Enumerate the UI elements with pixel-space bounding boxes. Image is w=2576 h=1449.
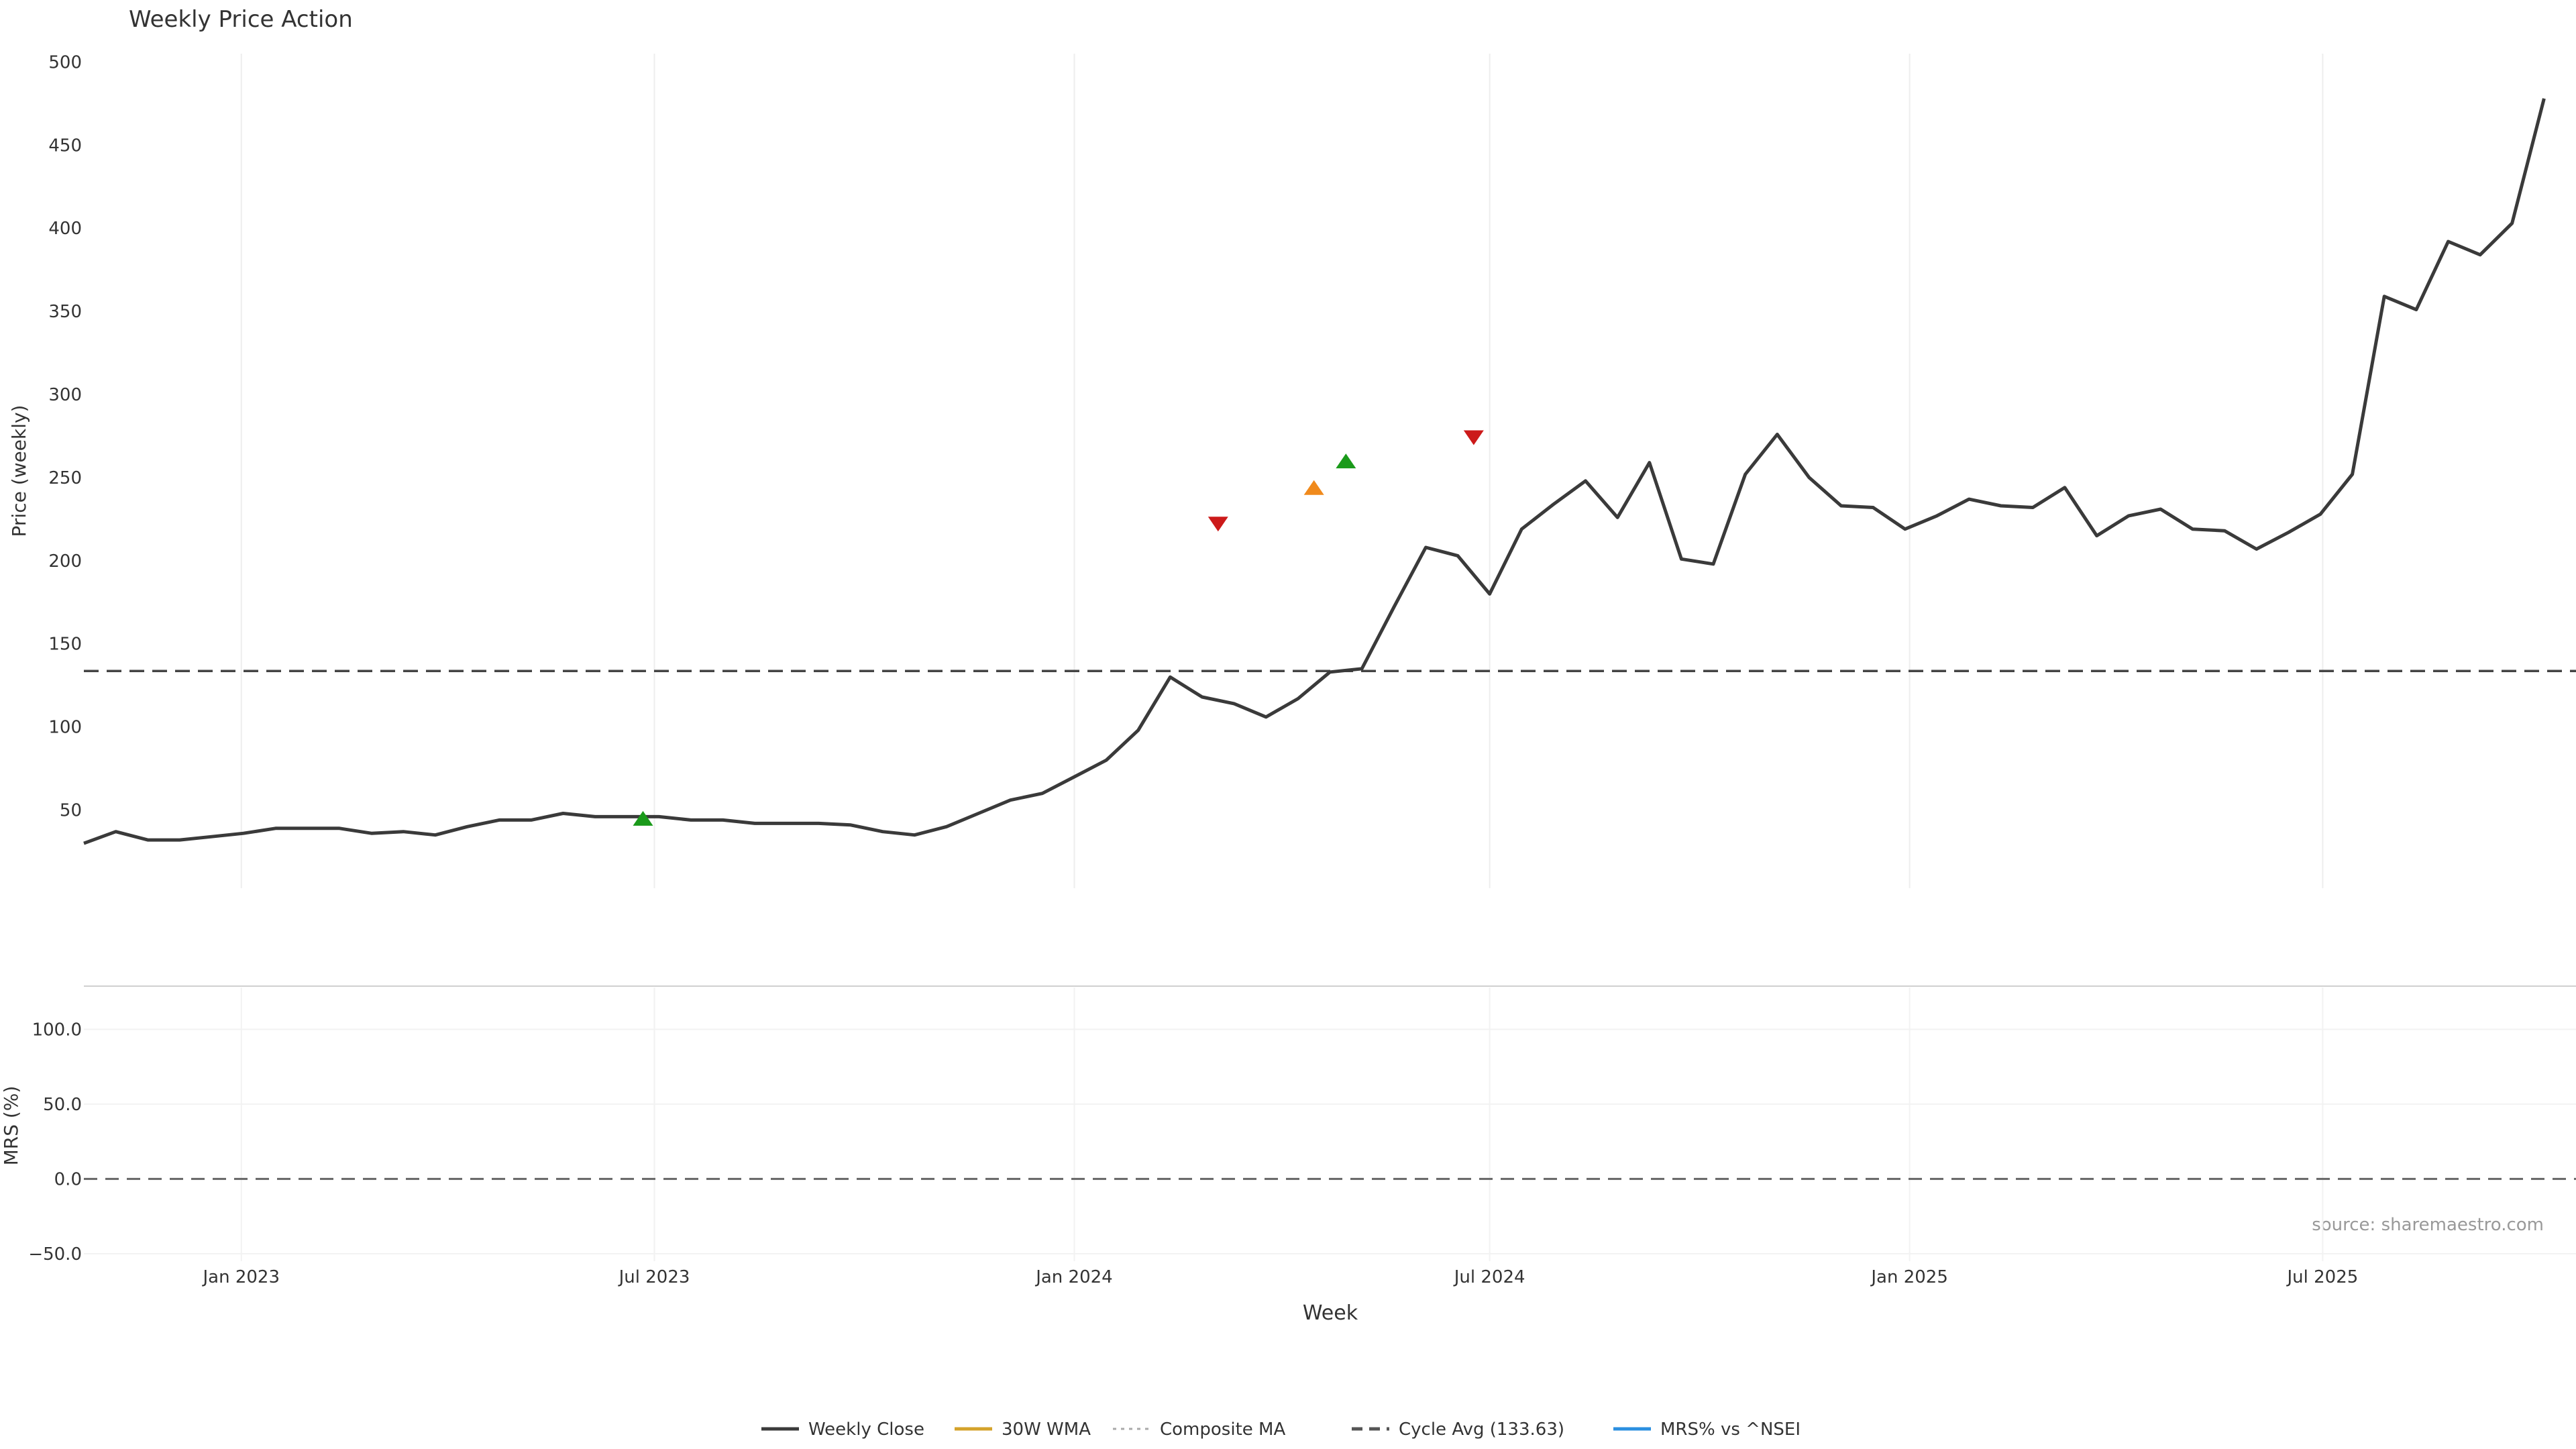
mrs-y-tick-label: 100.0 [32,1020,82,1040]
source-watermark: source: sharemaestro.com [2312,1215,2544,1235]
price-y-tick-label: 250 [48,468,82,488]
price-y-tick-label: 300 [48,385,82,405]
legend-label: MRS% vs ^NSEI [1660,1419,1801,1440]
price-y-tick-label: 400 [48,219,82,239]
legend-item: 30W WMA [955,1419,1091,1440]
mrs-y-axis-label: MRS (%) [0,1086,22,1166]
price-y-tick-label: 350 [48,302,82,322]
price-y-tick-label: 200 [48,551,82,572]
price-y-axis-label: Price (weekly) [8,405,30,537]
legend-item: Composite MA [1113,1419,1285,1440]
weekly-close-series [83,98,2546,845]
legend: Weekly Close 30W WMA Composite MA Cycle Avg… [761,1419,1801,1440]
x-tick-label: Jul 2023 [618,1267,690,1287]
x-tick-label: Jul 2025 [2286,1267,2358,1287]
legend-label: 30W WMA [1002,1419,1091,1440]
price-y-tick-label: 500 [48,52,82,72]
mrs-panel: Jan 2023 Jul 2023 Jan 2024 Jul 2024 Jan 2025… [28,987,2576,1287]
legend-item: MRS% vs ^NSEI [1613,1419,1801,1440]
price-y-tick-label: 50 [60,801,82,821]
mrs-y-tick-label: 50.0 [43,1095,82,1115]
x-tick-label: Jan 2023 [201,1267,280,1287]
signal-up-marker [633,810,653,826]
price-panel: 50 100 150 200 250 300 350 400 450 500 [48,52,2576,888]
x-tick-label: Jan 2025 [1870,1267,1948,1287]
mrs-y-tick-label: 0.0 [54,1169,82,1189]
chart-title: Weekly Price Action [129,6,353,33]
price-y-tick-label: 100 [48,718,82,738]
signal-up-marker [1303,480,1324,495]
legend-item: Weekly Close [761,1419,924,1440]
signal-down-marker [1208,517,1228,532]
signal-up-marker [1336,453,1356,469]
legend-label: Weekly Close [808,1419,924,1440]
price-y-tick-label: 150 [48,635,82,655]
legend-item: Cycle Avg (133.63) [1352,1419,1564,1440]
x-tick-label: Jul 2024 [1453,1267,1525,1287]
mrs-y-tick-label: −50.0 [28,1244,82,1265]
legend-label: Cycle Avg (133.63) [1399,1419,1564,1440]
x-axis-label: Week [1303,1301,1358,1325]
signal-down-marker [1463,430,1484,445]
x-tick-label: Jan 2024 [1034,1267,1113,1287]
legend-label: Composite MA [1160,1419,1285,1440]
price-y-tick-label: 450 [48,136,82,156]
